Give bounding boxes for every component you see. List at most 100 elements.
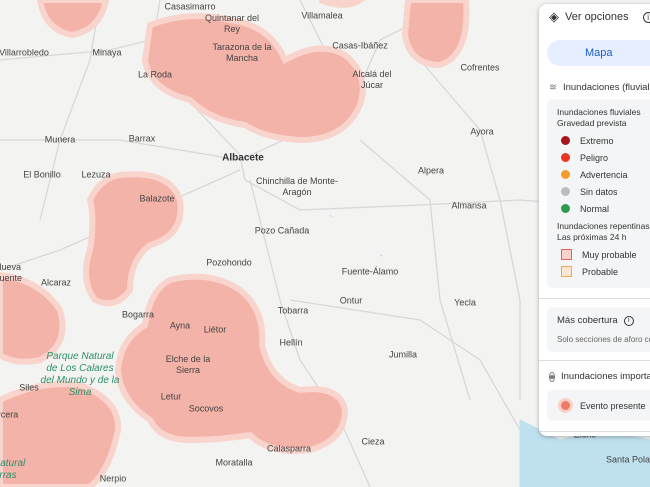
layer-label: Inundaciones (fluviales) bbox=[562, 82, 650, 93]
place-label: Munera bbox=[44, 134, 76, 145]
flood-area bbox=[401, 0, 470, 69]
severity-dot-icon bbox=[561, 136, 570, 145]
place-label: Nerpio bbox=[99, 473, 127, 484]
place-label: Nueva Fuente bbox=[0, 262, 23, 283]
place-label: Alcaraz bbox=[40, 277, 72, 288]
place-label: Tarazona de la Mancha bbox=[212, 42, 272, 63]
place-label: Tobarra bbox=[277, 305, 309, 316]
options-panel: ◈ Ver opciones i Mapa ≋ Inundaciones (fl… bbox=[539, 4, 650, 436]
place-label: Santa Pola bbox=[605, 454, 650, 465]
place-label: Alcalá del Júcar bbox=[352, 69, 392, 90]
place-label: Barrax bbox=[128, 133, 156, 144]
coverage-box: Más cobertura i Solo secciones de aforo … bbox=[547, 307, 650, 352]
layers-icon: ◈ bbox=[549, 9, 559, 24]
coverage-title: Más cobertura bbox=[557, 315, 618, 326]
legend-item: Extremo bbox=[557, 132, 650, 149]
severity-dot-icon bbox=[561, 187, 570, 196]
place-label: Chinchilla de Monte-Aragón bbox=[255, 176, 339, 197]
place-label: Almansa bbox=[451, 200, 487, 211]
waves-icon: ≋ bbox=[549, 82, 557, 93]
flood-area bbox=[83, 171, 184, 307]
legend-label: Probable bbox=[582, 266, 619, 277]
park-label: Natural rras bbox=[0, 458, 26, 481]
event-legend: Evento presente bbox=[547, 390, 650, 421]
flood-area bbox=[36, 0, 110, 39]
legend-label: Extremo bbox=[580, 135, 614, 146]
info-icon[interactable]: i bbox=[623, 315, 634, 326]
park-label: Parque Natural de Los Calares del Mundo … bbox=[40, 351, 120, 398]
place-label: Minaya bbox=[92, 47, 122, 58]
place-label: Elche de la Sierra bbox=[165, 354, 211, 375]
legend-subtitle: Gravedad prevista bbox=[557, 118, 627, 128]
place-label: Hellín bbox=[279, 337, 303, 348]
legend-title: Inundaciones repentinas bbox=[557, 221, 650, 231]
place-label: Balazote bbox=[139, 193, 175, 204]
info-icon[interactable]: i bbox=[642, 11, 650, 23]
place-label: Villarrobledo bbox=[0, 47, 49, 58]
panel-title: Ver opciones bbox=[565, 11, 629, 23]
place-label: Moratalla bbox=[215, 457, 253, 468]
coverage-text: Solo secciones de aforo con datos bbox=[557, 335, 650, 344]
place-label: Alpera bbox=[417, 165, 445, 176]
place-label: Cofrentes bbox=[460, 62, 500, 73]
place-label: Socovos bbox=[188, 403, 224, 414]
place-label: Pozo Cañada bbox=[254, 225, 310, 236]
legend-label: Normal bbox=[580, 203, 610, 214]
layer-river-floods[interactable]: ≋ Inundaciones (fluviales) bbox=[539, 82, 650, 93]
place-label: El Bonillo bbox=[23, 169, 61, 180]
legend-item: Muy probable bbox=[557, 246, 650, 263]
severity-dot-icon bbox=[561, 204, 570, 213]
place-label: Ayora bbox=[470, 126, 494, 137]
place-label: Ayna bbox=[169, 320, 191, 331]
place-label: Calasparra bbox=[266, 443, 312, 454]
legend-item: Normal bbox=[557, 200, 650, 217]
place-label: Villamalea bbox=[301, 10, 343, 21]
view-options-header[interactable]: ◈ Ver opciones i bbox=[539, 4, 650, 30]
legend-label: Muy probable bbox=[582, 249, 637, 260]
place-label: Lezuza bbox=[81, 169, 111, 180]
place-label: La Roda bbox=[137, 69, 173, 80]
layer-label: Inundaciones importantes bbox=[561, 371, 650, 382]
flood-area bbox=[0, 381, 122, 487]
place-label: Siles bbox=[19, 382, 39, 393]
place-label: Albacete bbox=[222, 152, 264, 164]
flood-areas bbox=[0, 0, 470, 487]
water bbox=[329, 214, 650, 487]
place-label: Pozohondo bbox=[206, 257, 252, 268]
severity-dot-icon bbox=[561, 153, 570, 162]
severity-dot-icon bbox=[561, 170, 570, 179]
legend-label: Sin datos bbox=[580, 186, 618, 197]
flood-area bbox=[318, 0, 366, 8]
legend-title: Inundaciones fluviales bbox=[557, 107, 641, 117]
place-label: Yecla bbox=[454, 297, 476, 308]
place-label: Quintanar del Rey bbox=[204, 13, 260, 34]
radio-icon[interactable] bbox=[549, 371, 555, 382]
flash-square-icon bbox=[561, 266, 572, 277]
place-label: rcera bbox=[0, 409, 19, 420]
place-label: Casas-Ibáñez bbox=[332, 40, 388, 51]
event-dot-icon bbox=[561, 401, 570, 410]
place-label: Cieza bbox=[361, 436, 385, 447]
legend-item: Probable bbox=[557, 263, 650, 280]
flood-area bbox=[114, 273, 349, 454]
place-label: Liétor bbox=[203, 324, 227, 335]
place-label: Casasimarro bbox=[164, 1, 216, 12]
place-label: Ontur bbox=[339, 295, 363, 306]
legend-label: Peligro bbox=[580, 152, 609, 163]
place-label: Jumilla bbox=[388, 349, 418, 360]
river-legend: Inundaciones fluviales Gravedad prevista… bbox=[547, 99, 650, 288]
flood-area bbox=[0, 271, 66, 365]
layer-important-floods[interactable]: Inundaciones importantes bbox=[539, 371, 650, 382]
place-label: Bogarra bbox=[121, 309, 155, 320]
legend-item: Advertencia bbox=[557, 166, 650, 183]
flash-square-icon bbox=[561, 249, 572, 260]
flood-area bbox=[141, 13, 366, 144]
legend-item: Peligro bbox=[557, 149, 650, 166]
legend-label: Advertencia bbox=[580, 169, 628, 180]
map-button[interactable]: Mapa bbox=[547, 40, 650, 66]
place-label: Letur bbox=[160, 391, 182, 402]
event-label: Evento presente bbox=[580, 400, 646, 411]
legend-subtitle: Las próximas 24 h bbox=[557, 232, 627, 242]
place-label: Fuente-Álamo bbox=[341, 266, 399, 277]
